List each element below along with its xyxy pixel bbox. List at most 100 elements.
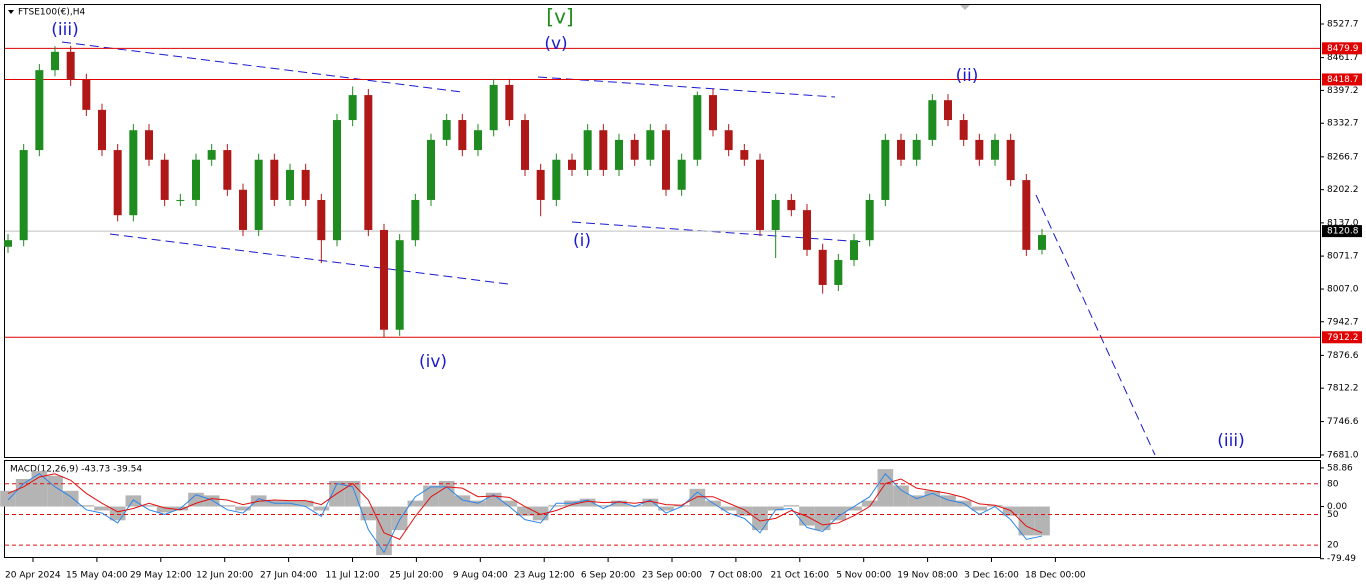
y-tick-label: 7942.7: [1327, 317, 1359, 327]
y2-tick-label: 58.86: [1327, 463, 1353, 473]
candle-body: [19, 150, 28, 241]
y-tick-label: 8007.0: [1327, 285, 1359, 295]
candle-body: [991, 139, 999, 160]
macd-bar: [877, 469, 894, 507]
candle-body: [66, 51, 75, 80]
candle-body: [724, 130, 733, 151]
macd-bar: [141, 505, 157, 507]
y-tick-label: 8527.7: [1327, 19, 1359, 29]
macd-bar: [830, 506, 847, 521]
wave-label: (v): [544, 34, 567, 54]
macd-bar: [454, 495, 471, 507]
candle-body: [850, 240, 858, 261]
wave-label: [v]: [546, 5, 573, 29]
macd-bar: [0, 490, 16, 507]
y-tick-label: 7746.6: [1327, 417, 1359, 427]
candle-body: [615, 139, 623, 170]
y-tick-label: 8397.2: [1327, 86, 1359, 96]
level-label: 7912.2: [1327, 333, 1359, 343]
wave-lines: [61, 41, 1156, 456]
candle-body: [254, 159, 263, 230]
candle-body: [630, 139, 639, 160]
candle-body: [489, 84, 498, 131]
macd-bar: [94, 506, 110, 511]
candle-body: [129, 130, 138, 216]
x-tick-label: 21 Oct 16:00: [770, 571, 829, 581]
x-tick-label: 23 Sep 00:00: [642, 571, 702, 581]
candle-body: [756, 159, 764, 230]
shift-marker: [960, 5, 970, 10]
candle-body: [380, 229, 388, 330]
wave-label: (i): [573, 231, 591, 251]
candle-body: [959, 120, 968, 140]
y-tick-label: 8137.0: [1327, 218, 1359, 228]
x-tick-label: 7 Oct 08:00: [709, 571, 762, 581]
level-box: [1322, 73, 1362, 86]
macd-bar: [391, 506, 408, 531]
candle-body: [98, 109, 106, 151]
x-tick-label: 6 Sep 20:00: [581, 571, 636, 581]
macd-bar: [752, 506, 768, 531]
candle-body: [975, 139, 984, 160]
x-tick-label: 19 Nov 08:00: [897, 571, 958, 581]
candle-body: [364, 95, 373, 230]
x-tick-label: 5 Nov 00:00: [836, 571, 891, 581]
candle-body: [709, 95, 717, 131]
candle-body: [803, 210, 811, 250]
x-tick-label: 9 Aug 04:00: [453, 571, 508, 581]
candle-body: [599, 130, 608, 170]
signal-line: [7, 473, 1043, 540]
macd-bar: [548, 505, 565, 507]
candle-body: [1038, 235, 1046, 250]
macd-bar: [783, 505, 800, 507]
candle-body: [458, 120, 467, 151]
macd-bar: [595, 505, 612, 507]
macd-bar: [219, 505, 236, 507]
y-tick-label: 8332.7: [1327, 119, 1359, 129]
candle-body: [865, 199, 874, 241]
level-box: [1322, 42, 1362, 55]
wave-label: (ii): [956, 66, 979, 86]
macd-bar: [297, 500, 314, 507]
candle-body: [113, 150, 122, 216]
candle-body: [442, 120, 451, 140]
macd-bar: [517, 506, 533, 516]
candle-body: [881, 139, 890, 200]
macd-bar: [47, 475, 63, 507]
candle-body: [427, 139, 435, 200]
macd-bar: [736, 506, 753, 516]
chart-title: FTSE100(€),H4: [18, 8, 85, 18]
x-tick-label: 27 Jun 04:00: [260, 571, 317, 581]
x-tick-label: 20 Apr 2024: [5, 571, 61, 581]
macd-bar: [15, 478, 32, 507]
macd-bar: [642, 498, 659, 507]
candle-body: [223, 150, 232, 190]
macd-bar: [203, 495, 220, 507]
macd-bar: [611, 500, 627, 507]
candle-body: [1022, 180, 1031, 250]
candle-body: [176, 199, 185, 201]
candle-body: [51, 51, 59, 71]
candle-body: [474, 130, 482, 151]
wave-label: (iii): [51, 20, 78, 40]
level-label: 8418.7: [1327, 75, 1359, 85]
y-tick-label: 8266.7: [1327, 152, 1359, 162]
candle-body: [286, 169, 294, 200]
candle-body: [505, 84, 514, 121]
macd-bar: [532, 506, 549, 521]
x-tick-label: 23 Aug 12:00: [514, 571, 575, 581]
candle-body: [333, 120, 341, 241]
y-tick-label: 7812.2: [1327, 384, 1359, 394]
candle-body: [207, 150, 216, 160]
trend-line: [571, 221, 866, 243]
macd-bar: [908, 495, 925, 507]
candle-body: [1006, 139, 1015, 181]
macd-bar: [125, 495, 142, 507]
macd-bar: [376, 506, 392, 556]
macd-bar: [1034, 506, 1050, 536]
indicator-title: MACD(12,26,9) -43.73 -39.54: [10, 465, 142, 475]
x-tick-label: 15 May 04:00: [66, 571, 128, 581]
y-tick-label: 8071.7: [1327, 252, 1359, 262]
main-pane: [4, 4, 1321, 458]
